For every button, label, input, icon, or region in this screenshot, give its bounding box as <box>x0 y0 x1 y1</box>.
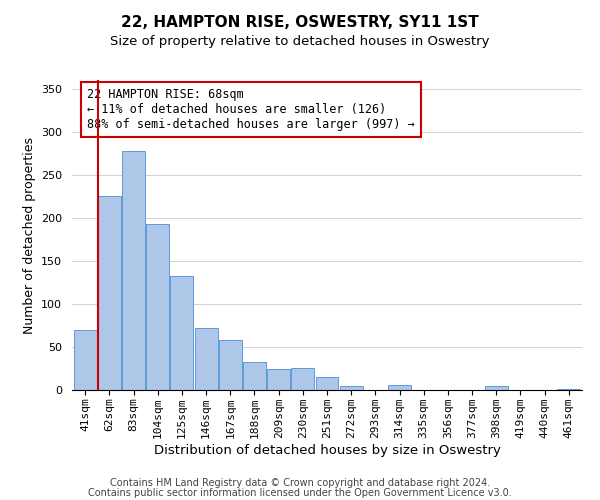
Bar <box>146 224 169 390</box>
Text: 22, HAMPTON RISE, OSWESTRY, SY11 1ST: 22, HAMPTON RISE, OSWESTRY, SY11 1ST <box>121 15 479 30</box>
X-axis label: Distribution of detached houses by size in Oswestry: Distribution of detached houses by size … <box>154 444 500 456</box>
Text: Contains HM Land Registry data © Crown copyright and database right 2024.: Contains HM Land Registry data © Crown c… <box>110 478 490 488</box>
Bar <box>557 389 580 390</box>
Bar <box>316 377 338 390</box>
Bar <box>98 196 121 390</box>
Bar <box>194 328 218 390</box>
Bar <box>243 362 266 390</box>
Bar <box>292 368 314 390</box>
Bar <box>267 370 290 390</box>
Bar <box>122 150 145 390</box>
Y-axis label: Number of detached properties: Number of detached properties <box>23 136 35 334</box>
Bar <box>485 386 508 390</box>
Text: Contains public sector information licensed under the Open Government Licence v3: Contains public sector information licen… <box>88 488 512 498</box>
Bar <box>340 386 362 390</box>
Text: 22 HAMPTON RISE: 68sqm
← 11% of detached houses are smaller (126)
88% of semi-de: 22 HAMPTON RISE: 68sqm ← 11% of detached… <box>88 88 415 130</box>
Bar <box>388 385 411 390</box>
Text: Size of property relative to detached houses in Oswestry: Size of property relative to detached ho… <box>110 35 490 48</box>
Bar <box>74 330 97 390</box>
Bar <box>170 276 193 390</box>
Bar <box>219 340 242 390</box>
